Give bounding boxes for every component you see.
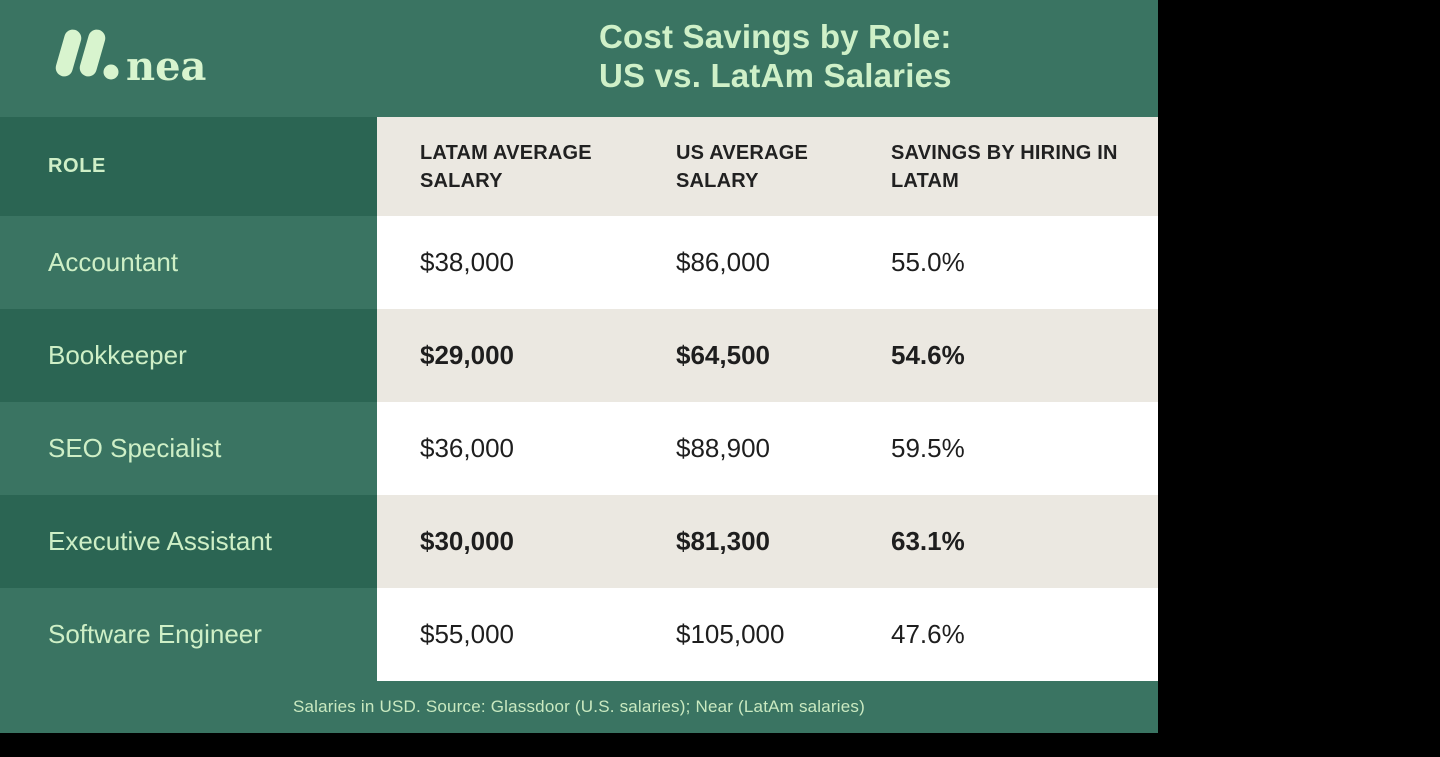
role-cell: Accountant bbox=[0, 216, 377, 309]
savings-cell: 63.1% bbox=[891, 526, 965, 556]
table-row: SEO Specialist $36,000 $88,900 59.5% bbox=[0, 402, 1158, 495]
column-header-savings: SAVINGS BY HIRING IN LATAM bbox=[891, 141, 1118, 192]
source-note: Salaries in USD. Source: Glassdoor (U.S.… bbox=[292, 697, 865, 716]
column-header-latam: LATAM AVERAGE SALARY bbox=[420, 141, 592, 192]
table-body: Accountant $38,000 $86,000 55.0% Bookkee… bbox=[0, 216, 1158, 681]
us-salary-cell: $81,300 bbox=[676, 526, 770, 556]
latam-salary-cell: $38,000 bbox=[420, 247, 514, 277]
footer-bar: Salaries in USD. Source: Glassdoor (U.S.… bbox=[0, 681, 1158, 733]
table-row: Software Engineer $55,000 $105,000 47.6% bbox=[0, 588, 1158, 681]
logo-bar-icon bbox=[55, 29, 82, 77]
logo-dot-icon bbox=[103, 64, 119, 80]
role-cell: Executive Assistant bbox=[0, 495, 377, 588]
us-salary-cell: $86,000 bbox=[676, 247, 770, 277]
role-cell: Bookkeeper bbox=[0, 309, 377, 402]
latam-salary-cell: $36,000 bbox=[420, 433, 514, 463]
logo-wordmark: near bbox=[126, 43, 206, 84]
role-cell: SEO Specialist bbox=[0, 402, 377, 495]
logo-bar-icon bbox=[79, 29, 106, 77]
table-row: Accountant $38,000 $86,000 55.0% bbox=[0, 216, 1158, 309]
near-logo: near bbox=[55, 29, 206, 84]
us-salary-cell: $88,900 bbox=[676, 433, 770, 463]
table-row: Executive Assistant $30,000 $81,300 63.1… bbox=[0, 495, 1158, 588]
infographic-canvas: near Cost Savings by Role: US vs. LatAm … bbox=[0, 0, 1158, 733]
table-header-row: ROLE LATAM AVERAGE SALARY US AVERAGE SAL… bbox=[0, 117, 1158, 216]
savings-cell: 54.6% bbox=[891, 340, 965, 370]
us-salary-cell: $105,000 bbox=[676, 619, 785, 649]
latam-salary-cell: $30,000 bbox=[420, 526, 514, 556]
us-salary-cell: $64,500 bbox=[676, 340, 770, 370]
table-row: Bookkeeper $29,000 $64,500 54.6% bbox=[0, 309, 1158, 402]
page-title-line2: US vs. LatAm Salaries bbox=[599, 57, 952, 94]
role-cell: Software Engineer bbox=[0, 588, 377, 681]
savings-cell: 47.6% bbox=[891, 619, 965, 649]
page-title: Cost Savings by Role: US vs. LatAm Salar… bbox=[599, 17, 952, 95]
latam-salary-cell: $29,000 bbox=[420, 340, 514, 370]
header-bar: near Cost Savings by Role: US vs. LatAm … bbox=[0, 0, 1158, 117]
latam-salary-cell: $55,000 bbox=[420, 619, 514, 649]
savings-cell: 55.0% bbox=[891, 247, 965, 277]
page-title-line1: Cost Savings by Role: bbox=[599, 18, 952, 55]
column-header-role: ROLE bbox=[0, 117, 377, 216]
column-header-us: US AVERAGE SALARY bbox=[676, 141, 809, 192]
savings-cell: 59.5% bbox=[891, 433, 965, 463]
